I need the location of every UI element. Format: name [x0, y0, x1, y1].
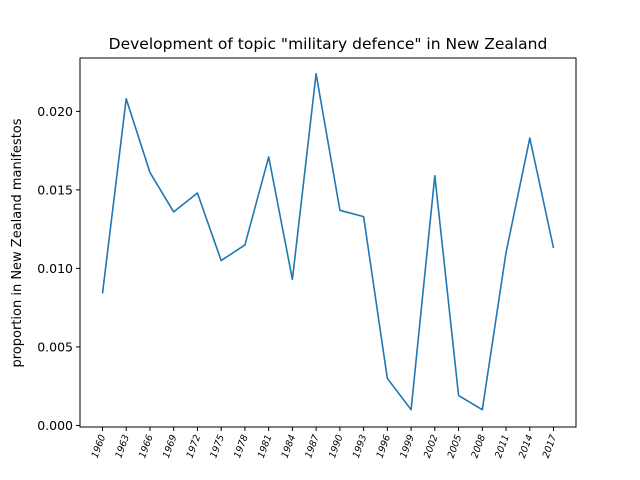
- x-tick-label: 1984: [280, 433, 299, 459]
- x-tick-label: 1972: [185, 433, 204, 459]
- x-tick-label: 1987: [303, 433, 322, 459]
- chart-title: Development of topic "military defence" …: [109, 35, 548, 53]
- x-axis-ticks: 1960 1963 1966 1969 1972 1975 1978 1981 1984 1987…: [90, 427, 560, 460]
- y-tick-label: 0.000: [37, 418, 73, 433]
- x-tick-label: 1993: [351, 433, 370, 459]
- x-tick-label: 2014: [517, 433, 536, 459]
- y-tick-label: 0.015: [37, 182, 73, 197]
- x-tick-label: 1975: [208, 433, 227, 459]
- x-tick-label: 1960: [90, 433, 109, 459]
- x-tick-label: 1996: [375, 433, 394, 459]
- x-tick-label: 2005: [446, 433, 465, 459]
- y-tick-label: 0.010: [37, 261, 73, 276]
- y-axis-ticks: 0.000 0.005 0.010 0.015 0.020: [37, 104, 80, 433]
- x-tick-label: 2011: [493, 433, 512, 459]
- x-tick-label: 2002: [422, 433, 441, 459]
- x-tick-label: 1981: [256, 433, 275, 459]
- x-tick-label: 2008: [469, 433, 488, 459]
- x-tick-label: 2017: [541, 433, 560, 459]
- y-tick-label: 0.005: [37, 339, 73, 354]
- plot-area-frame: [79, 57, 577, 428]
- series-layer: [101, 72, 555, 411]
- y-axis-label: proportion in New Zealand manifestos: [10, 118, 25, 367]
- y-tick-label: 0.020: [37, 104, 73, 119]
- series-line: [101, 72, 555, 411]
- x-tick-label: 1966: [137, 433, 156, 459]
- x-tick-label: 1963: [113, 433, 132, 459]
- x-tick-label: 1990: [327, 433, 346, 459]
- x-tick-label: 1999: [398, 433, 417, 459]
- x-tick-label: 1969: [161, 433, 180, 459]
- x-tick-label: 1978: [232, 433, 251, 459]
